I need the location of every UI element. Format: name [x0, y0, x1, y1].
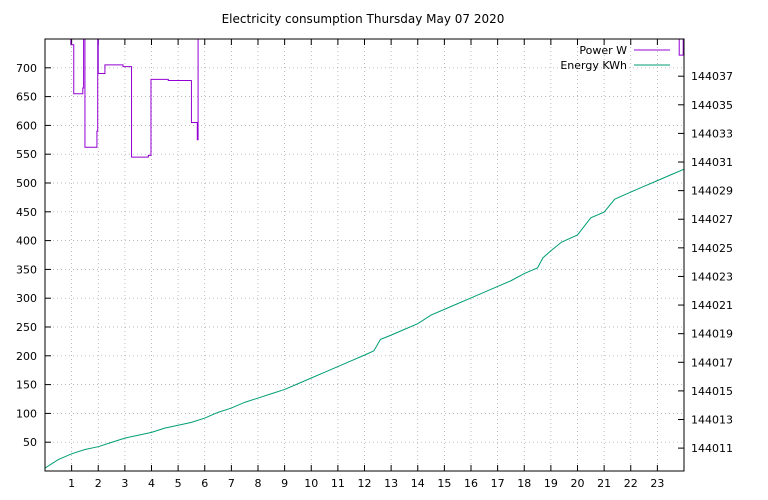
y2-tick-label: 144033	[691, 127, 733, 140]
y2-tick-label: 144023	[691, 270, 733, 283]
y2-tick-label: 144015	[691, 385, 733, 398]
y-tick-label: 550	[16, 148, 37, 161]
y-tick-label: 100	[16, 407, 37, 420]
x-tick-label: 10	[304, 477, 318, 490]
y-tick-label: 50	[23, 436, 37, 449]
y-tick-label: 600	[16, 119, 37, 132]
x-tick-label: 6	[201, 477, 208, 490]
y2-tick-label: 144021	[691, 299, 733, 312]
y2-tick-label: 144017	[691, 356, 733, 369]
x-axis-ticks: 1 2 3 4 5 6 7 8 9 10 11 12 13 14 15 16 17 18 19 20 21 22 23	[68, 39, 664, 490]
x-tick-label: 4	[148, 477, 155, 490]
x-tick-label: 19	[544, 477, 558, 490]
legend-label: Power W	[579, 44, 627, 57]
series-line-power-w-late	[678, 39, 684, 56]
y-tick-label: 450	[16, 206, 37, 219]
x-tick-label: 12	[358, 477, 372, 490]
y2-tick-label: 144035	[691, 99, 733, 112]
y-tick-label: 300	[16, 292, 37, 305]
x-tick-label: 23	[650, 477, 664, 490]
x-tick-label: 3	[121, 477, 128, 490]
y2-tick-label: 144013	[691, 414, 733, 427]
y-tick-label: 700	[16, 62, 37, 75]
y2-tick-label: 144037	[691, 70, 733, 83]
x-tick-label: 16	[464, 477, 478, 490]
y2-axis-ticks: 144011 144013 144015 144017 144019 144021 1440…	[678, 70, 733, 455]
y2-tick-label: 144025	[691, 242, 733, 255]
y-tick-label: 200	[16, 350, 37, 363]
y2-tick-label: 144029	[691, 185, 733, 198]
y2-tick-label: 144011	[691, 442, 733, 455]
x-tick-label: 9	[281, 477, 288, 490]
x-tick-label: 17	[491, 477, 505, 490]
y-axis-ticks: 50 100 150 200 250 300 350 400 450 500 550 600 650 70…	[16, 62, 51, 449]
x-tick-label: 11	[331, 477, 345, 490]
y-tick-label: 150	[16, 379, 37, 392]
chart-title: Electricity consumption Thursday May 07 …	[222, 12, 505, 26]
y2-tick-label: 144019	[691, 328, 733, 341]
x-tick-label: 8	[255, 477, 262, 490]
x-tick-label: 2	[95, 477, 102, 490]
legend: Power W Energy KWh	[560, 44, 670, 72]
y-tick-label: 500	[16, 177, 37, 190]
x-tick-label: 13	[384, 477, 398, 490]
grid	[45, 39, 684, 471]
series-layer	[45, 39, 684, 469]
x-tick-label: 1	[68, 477, 75, 490]
series-line-energy-kwh	[45, 168, 684, 469]
x-tick-label: 15	[437, 477, 451, 490]
y-tick-label: 350	[16, 263, 37, 276]
x-tick-label: 20	[571, 477, 585, 490]
legend-label: Energy KWh	[560, 59, 627, 72]
y-tick-label: 400	[16, 235, 37, 248]
series-line-power-w	[70, 39, 199, 158]
y2-tick-label: 144027	[691, 213, 733, 226]
y2-tick-label: 144031	[691, 156, 733, 169]
x-tick-label: 18	[517, 477, 531, 490]
y-tick-label: 250	[16, 321, 37, 334]
plot-frame	[44, 38, 685, 472]
x-tick-label: 21	[597, 477, 611, 490]
x-tick-label: 5	[175, 477, 182, 490]
x-tick-label: 22	[624, 477, 638, 490]
x-tick-label: 14	[411, 477, 425, 490]
x-tick-label: 7	[228, 477, 235, 490]
y-tick-label: 650	[16, 91, 37, 104]
